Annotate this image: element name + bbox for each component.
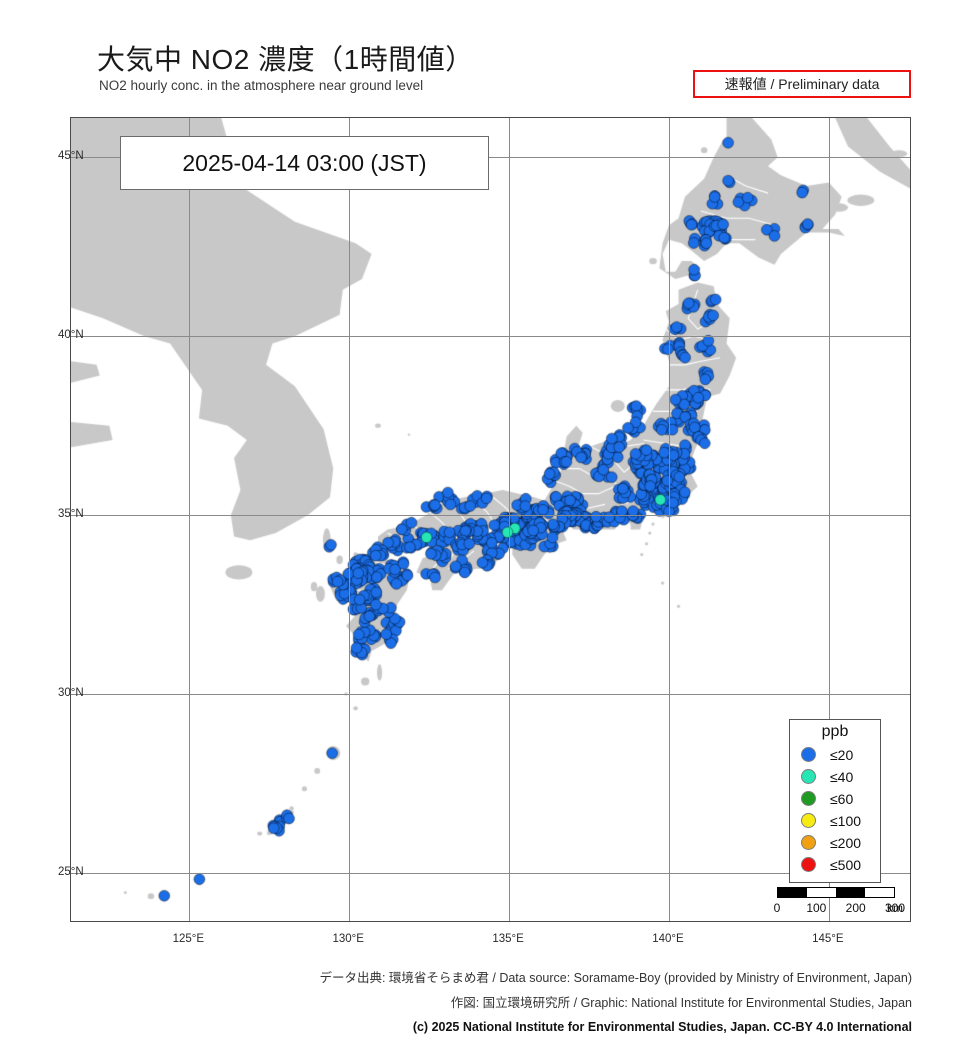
legend-row: ≤60	[790, 788, 880, 810]
scale-bar-segment	[807, 888, 836, 897]
scale-bar-tick-label: 200	[845, 901, 866, 915]
scale-bar-tick-label: 300	[884, 901, 906, 915]
legend-label: ≤60	[830, 790, 854, 807]
scale-bar-labels: 0 100 200 300 km	[773, 901, 910, 917]
axis-label-longitude: 130°E	[332, 933, 364, 945]
legend-row: ≤100	[790, 810, 880, 832]
gridline-latitude	[71, 872, 910, 874]
axis-minor-tick-y	[70, 909, 71, 910]
legend-row: ≤200	[790, 832, 880, 854]
legend-swatch-icon	[801, 791, 816, 807]
footer-copyright: (c) 2025 National Institute for Environm…	[412, 1020, 912, 1034]
gridline-latitude	[71, 336, 910, 338]
axis-minor-tick-y	[70, 658, 71, 659]
scale-bar-unit: km	[887, 901, 903, 915]
scale-bar-segment	[836, 888, 865, 897]
axis-minor-tick-y	[70, 622, 71, 623]
axis-minor-tick-y	[70, 766, 71, 767]
scale-bar-segment	[865, 888, 894, 897]
axis-label-longitude: 125°E	[172, 933, 205, 945]
legend-swatch-icon	[801, 769, 816, 785]
legend-swatch-icon	[801, 857, 816, 873]
axis-minor-tick-y	[70, 408, 71, 409]
legend-row: ≤20	[790, 744, 880, 766]
axis-minor-tick-y	[70, 229, 71, 230]
footer-graphic-credit: 作図: 国立環境研究所 / Graphic: National Institut…	[450, 996, 912, 1010]
scale-bar-tick-label: 0	[773, 901, 781, 915]
legend-row: ≤40	[790, 766, 880, 788]
legend-rows: ≤20 ≤40 ≤60 ≤100 ≤200 ≤500	[790, 744, 880, 876]
axis-minor-tick-y	[70, 551, 71, 552]
axis-minor-tick-y	[70, 300, 71, 301]
preliminary-data-badge: 速報値 / Preliminary data	[693, 70, 911, 98]
page-subtitle: NO2 hourly conc. in the atmosphere near …	[99, 78, 424, 93]
gridline-longitude	[349, 118, 351, 921]
axis-minor-tick-y	[70, 837, 71, 838]
page-title: 大気中 NO2 濃度（1時間値）	[97, 44, 474, 75]
map-plot-area[interactable]: 2025-04-14 03:00 (JST) ppb ≤20 ≤40 ≤60 ≤100…	[70, 117, 911, 922]
gridline-longitude	[668, 118, 670, 921]
axis-label-longitude: 145°E	[812, 933, 844, 945]
legend-label: ≤200	[830, 834, 862, 851]
legend-label: ≤500	[830, 856, 862, 873]
axis-minor-tick-y	[70, 801, 71, 802]
preliminary-data-label: 速報値 / Preliminary data	[724, 76, 880, 92]
legend-swatch-icon	[801, 835, 816, 851]
timestamp-label: 2025-04-14 03:00 (JST)	[182, 149, 427, 176]
legend-swatch-icon	[801, 747, 816, 763]
gridline-latitude	[71, 694, 910, 696]
scale-bar-segment	[778, 888, 807, 897]
axis-minor-tick-y	[70, 587, 71, 588]
scale-bar-tick-label: 100	[806, 901, 827, 915]
footer-data-source: データ出典: 環境省そらまめ君 / Data source: Soramame-…	[319, 971, 912, 985]
axis-minor-tick-y	[70, 730, 71, 731]
gridline-latitude	[71, 515, 910, 517]
timestamp-box: 2025-04-14 03:00 (JST)	[120, 136, 489, 190]
legend-row: ≤500	[790, 854, 880, 876]
gridline-longitude	[509, 118, 511, 921]
gridline-latitude	[71, 157, 910, 159]
legend-label: ≤20	[830, 746, 854, 763]
axis-minor-tick-y	[70, 193, 71, 194]
axis-label-longitude: 135°E	[492, 933, 524, 945]
axis-label-longitude: 140°E	[652, 933, 684, 945]
legend-title: ppb	[821, 723, 849, 740]
gridline-longitude	[828, 118, 830, 921]
axis-minor-tick-y	[70, 265, 71, 266]
map-canvas	[71, 118, 910, 921]
legend-label: ≤40	[830, 768, 854, 785]
axis-minor-tick-y	[70, 479, 71, 480]
scale-bar: 0 100 200 300 km	[773, 887, 910, 917]
legend-box: ppb ≤20 ≤40 ≤60 ≤100 ≤200 ≤500	[789, 719, 881, 883]
scale-bar-segments	[777, 887, 895, 898]
axis-minor-tick-y	[70, 122, 71, 123]
legend-swatch-icon	[801, 813, 816, 829]
axis-minor-tick-y	[70, 372, 71, 373]
legend-label: ≤100	[830, 812, 862, 829]
gridline-longitude	[189, 118, 191, 921]
axis-minor-tick-y	[70, 444, 71, 445]
